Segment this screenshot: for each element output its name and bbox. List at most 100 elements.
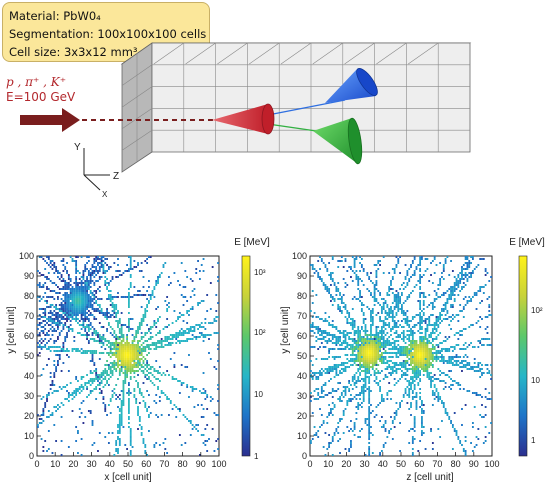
- heatmap-cell: [431, 356, 434, 358]
- heatmap-cell: [202, 258, 205, 260]
- heatmap-cell: [448, 350, 451, 352]
- heatmap-cell: [464, 364, 467, 366]
- heatmap-cell: [124, 356, 127, 358]
- heatmap-cell: [82, 388, 85, 390]
- heatmap-cell: [78, 416, 81, 418]
- heatmap-cell: [415, 342, 418, 344]
- heatmap-cell: [379, 338, 381, 340]
- heatmap-cell: [115, 444, 118, 446]
- heatmap-cell: [340, 260, 343, 262]
- heatmap-cell: [462, 356, 465, 358]
- heatmap-cell: [87, 296, 90, 298]
- heatmap-cell: [360, 378, 363, 380]
- heatmap-cell: [384, 324, 387, 326]
- heatmap-cell: [128, 368, 130, 370]
- heatmap-cell: [113, 332, 116, 334]
- heatmap-cell: [421, 292, 423, 294]
- heatmap-cell: [391, 342, 394, 344]
- heatmap-cell: [75, 286, 78, 288]
- heatmap-cell: [368, 396, 371, 398]
- heatmap-cell: [115, 270, 118, 272]
- heatmap-cell: [331, 298, 334, 300]
- heatmap-cell: [415, 378, 418, 380]
- heatmap-cell: [189, 328, 192, 330]
- heatmap-cell: [115, 442, 118, 444]
- heatmap-cell: [180, 334, 183, 336]
- heatmap-cell: [377, 334, 380, 336]
- heatmap-cell: [462, 348, 465, 350]
- heatmap-cell: [95, 340, 98, 342]
- heatmap-cell: [353, 332, 356, 334]
- heatmap-cell: [408, 368, 411, 370]
- heatmap-cell: [441, 400, 443, 402]
- heatmap-cell: [404, 366, 407, 368]
- heatmap-cell: [100, 392, 103, 394]
- heatmap-cell: [166, 338, 169, 340]
- heatmap-cell: [453, 380, 456, 382]
- heatmap-cell: [470, 342, 472, 344]
- heatmap-cell: [421, 332, 423, 334]
- heatmap-cell: [368, 360, 371, 362]
- heatmap-cell: [428, 360, 431, 362]
- heatmap-cell: [46, 334, 48, 336]
- heatmap-cell: [138, 350, 141, 352]
- heatmap-cell: [140, 348, 143, 350]
- heatmap-cell: [66, 310, 68, 312]
- heatmap-cell: [333, 300, 336, 302]
- heatmap-cell: [73, 318, 76, 320]
- heatmap-cell: [481, 364, 483, 366]
- heatmap-cell: [86, 350, 88, 352]
- heatmap-cell: [328, 380, 331, 382]
- heatmap-cell: [339, 370, 341, 372]
- colorbar-zy-label-1: 1: [531, 436, 536, 445]
- heatmap-cell: [140, 344, 143, 346]
- heatmap-cell: [109, 300, 112, 302]
- heatmap-cell: [144, 358, 147, 360]
- heatmap-cell: [138, 348, 141, 350]
- heatmap-cell: [189, 326, 192, 328]
- heatmap-cell: [153, 370, 156, 372]
- heatmap-cell: [355, 342, 358, 344]
- heatmap-cell: [67, 304, 70, 306]
- heatmap-cell: [78, 300, 81, 302]
- heatmap-cell: [315, 270, 318, 272]
- heatmap-cell: [422, 292, 425, 294]
- heatmap-cell: [359, 338, 361, 340]
- heatmap-cell: [462, 364, 465, 366]
- heatmap-cell: [428, 336, 431, 338]
- heatmap-cell: [390, 352, 392, 354]
- heatmap-cell: [75, 300, 78, 302]
- heatmap-cell: [446, 302, 449, 304]
- heatmap-cell: [419, 306, 422, 308]
- heatmap-cell: [370, 426, 372, 428]
- heatmap-cell: [431, 346, 434, 348]
- heatmap-cell: [104, 406, 107, 408]
- heatmap-cell: [408, 384, 411, 386]
- heatmap-cell: [415, 344, 418, 346]
- heatmap-cell: [331, 368, 334, 370]
- heatmap-cell: [411, 338, 414, 340]
- heatmap-cell: [413, 342, 416, 344]
- heatmap-cell: [339, 336, 341, 338]
- heatmap-cell: [148, 338, 150, 340]
- heatmap-cell: [350, 344, 352, 346]
- heatmap-cell: [468, 326, 471, 328]
- heatmap-cell: [462, 278, 465, 280]
- heatmap-cell: [370, 328, 372, 330]
- heatmap-cell: [89, 392, 92, 394]
- heatmap-cell: [417, 350, 420, 352]
- heatmap-cell: [368, 448, 371, 450]
- heatmap-cell: [391, 420, 394, 422]
- heatmap-cell: [444, 360, 447, 362]
- heatmap-cell: [411, 334, 414, 336]
- heatmap-cell: [419, 276, 422, 278]
- heatmap-cell: [53, 328, 56, 330]
- heatmap-cell: [120, 356, 123, 358]
- heatmap-cell: [362, 322, 365, 324]
- heatmap-cell: [353, 362, 356, 364]
- heatmap-cell: [186, 312, 189, 314]
- heatmap-cell: [191, 308, 194, 310]
- heatmap-cell: [80, 334, 83, 336]
- heatmap-cell: [129, 376, 132, 378]
- heatmap-cell: [120, 408, 123, 410]
